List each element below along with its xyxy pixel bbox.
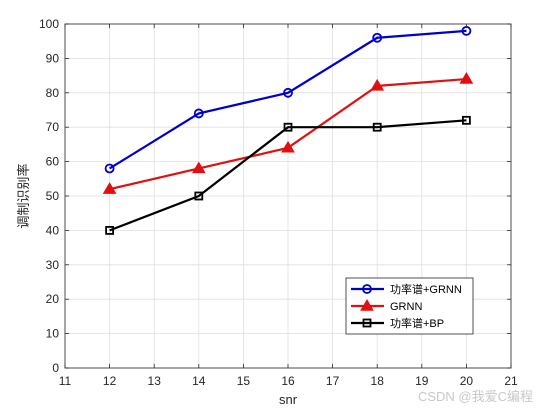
data-point-square (372, 122, 382, 132)
series-line (109, 29, 467, 170)
legend-entry: 功率谱+GRNN (351, 282, 462, 296)
x-tick-label: 18 (371, 374, 385, 388)
data-point-circle (193, 108, 204, 119)
data-point-circle (104, 163, 115, 174)
x-tick-label: 16 (281, 374, 295, 388)
x-tick-label: 12 (103, 374, 117, 388)
y-tick-label: 100 (39, 17, 59, 31)
x-tick-label: 15 (237, 374, 251, 388)
y-tick-labels: 0 10 20 30 40 50 60 70 80 90 100 (39, 17, 59, 375)
watermark: CSDN @我爱C编程 (418, 389, 533, 404)
legend-marker (360, 299, 374, 311)
data-point-triangle (459, 72, 474, 84)
y-tick-label: 80 (46, 86, 60, 100)
y-axis-title: 调制识别率 (16, 163, 31, 228)
y-tick-label: 20 (46, 292, 60, 306)
legend-label: 功率谱+GRNN (390, 282, 462, 296)
legend-label: GRNN (390, 301, 422, 313)
series-3 (105, 115, 471, 235)
series-line (109, 119, 467, 232)
x-tick-label: 21 (504, 374, 518, 388)
y-tick-label: 90 (46, 51, 60, 65)
x-tick-label: 20 (460, 374, 474, 388)
legend-marker (362, 318, 372, 328)
legend-label: 功率谱+BP (390, 316, 444, 330)
data-point-triangle (191, 161, 206, 174)
legend-entry: 功率谱+BP (351, 316, 444, 330)
data-point-square (283, 122, 293, 132)
tick-marks (64, 23, 512, 369)
data-point-circle (283, 87, 293, 98)
x-axis-title: snr (279, 392, 298, 407)
data-point-triangle (281, 140, 295, 153)
data-point-square (194, 191, 204, 201)
data-point-circle (372, 32, 383, 43)
x-tick-label: 19 (415, 374, 429, 388)
data-point-square (105, 225, 114, 235)
x-tick-label: 17 (326, 374, 340, 388)
x-tick-label: 11 (59, 374, 72, 388)
data-point-triangle (370, 78, 385, 91)
x-tick-label: 14 (192, 374, 206, 388)
x-tick-label: 13 (148, 374, 162, 388)
y-tick-label: 10 (46, 327, 60, 341)
y-tick-label: 70 (46, 120, 60, 134)
y-tick-label: 50 (46, 189, 60, 203)
series-2 (102, 72, 474, 194)
y-tick-label: 0 (52, 361, 59, 375)
y-tick-label: 30 (46, 258, 60, 272)
data-point-triangle (102, 182, 117, 194)
legend-marker (362, 284, 372, 294)
legend-entry: GRNN (351, 299, 422, 313)
legend: 功率谱+GRNN GRNN 功率谱+BP (345, 277, 474, 335)
series-1 (104, 25, 472, 174)
series-layer (102, 25, 474, 235)
x-tick-labels: 11 12 13 14 15 16 17 18 19 20 21 (59, 374, 518, 388)
data-point-square (461, 115, 471, 125)
y-tick-label: 40 (46, 223, 60, 237)
y-tick-label: 60 (46, 155, 60, 169)
